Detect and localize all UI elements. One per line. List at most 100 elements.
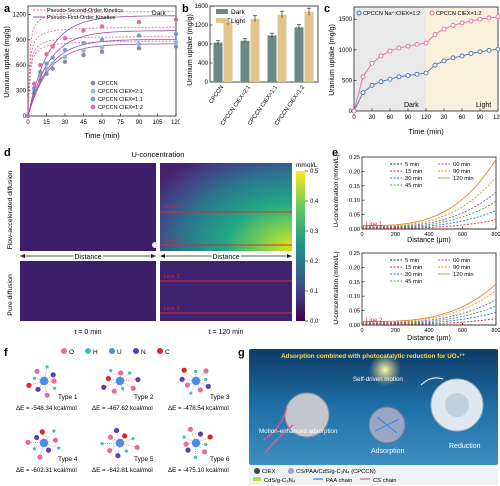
a-point <box>25 113 31 119</box>
legend-c-ciex: CPCCN CIEX=1:2 <box>436 11 482 17</box>
panel-c-xticks: 0 30 60 90 120 30 60 90 120 <box>352 108 500 121</box>
a-point <box>136 46 142 51</box>
b-bar <box>240 40 250 82</box>
panel-e1-plot <box>362 159 497 230</box>
a-point <box>62 54 68 59</box>
atom <box>52 429 56 433</box>
a-ytick-label: 1200 <box>13 12 27 18</box>
panel-c-ylabel: Uranium uptake (mg/g) <box>329 24 336 96</box>
atom <box>202 449 208 455</box>
bond <box>195 442 206 445</box>
legend-paa: PAA chain <box>326 478 352 484</box>
panel-c-legend: CPCCN Na⁺:CIEX=1:2 CPCCN CIEX=1:2 <box>356 10 482 17</box>
colorbar-unit: mmol/L <box>296 162 318 169</box>
atom <box>100 442 104 446</box>
b-bar <box>294 27 304 82</box>
e-legend-label: 120 min <box>453 176 474 182</box>
atom-legend: O H U N C <box>61 348 170 356</box>
e-legend-label: 90 min <box>453 169 470 175</box>
b-bar <box>304 11 314 83</box>
c-xtick-label: 30 <box>369 115 376 121</box>
molecule-type-label: Type 1 <box>58 394 78 401</box>
atom <box>34 368 40 374</box>
atom <box>50 372 56 378</box>
a-point <box>62 35 68 41</box>
panel-a-legend-fits: Pseudo-Second-Order Kinetics Pseudo-Firs… <box>33 8 123 21</box>
a-point <box>31 81 37 87</box>
panel-e-letter: e <box>332 147 338 159</box>
e-xtick-label: 400 <box>424 232 433 238</box>
panel-c-dark-label: Dark <box>404 102 419 109</box>
panel-b-legend: Dark Light <box>216 9 245 25</box>
panel-a-letter: a <box>4 3 11 15</box>
e-xtick-label: 600 <box>458 232 467 238</box>
uranium-atom <box>191 438 201 448</box>
a-point <box>173 17 179 22</box>
e-series-line <box>362 283 497 322</box>
atom <box>37 454 43 460</box>
b-bar <box>277 14 287 82</box>
panel-b-chart: b Uranium uptake (mg/g) 040080012001600 … <box>182 3 319 127</box>
atom <box>25 439 31 445</box>
c-xtick-label: 30 <box>441 115 448 121</box>
panel-a-mode: Dark <box>152 10 166 17</box>
e-series-line <box>362 191 497 228</box>
legend-series-4: CPCCN CIEX=1:2 <box>98 105 143 111</box>
e-legend-label: 45 min <box>405 279 422 285</box>
atom <box>32 447 36 451</box>
legend-cs: CS chain <box>373 478 397 484</box>
c-point <box>468 18 474 24</box>
c-point <box>423 70 429 76</box>
label-self-driven: Self-driven motion <box>353 376 403 383</box>
bond <box>119 435 125 444</box>
molecule-energy-label: ΔE = -475.10 kcal/mol <box>168 467 229 474</box>
e-ytick-label: 0.05 <box>349 213 360 219</box>
panel-e2-linetag: Line 2 <box>366 318 383 324</box>
c-xtick-label: 120 <box>493 115 500 121</box>
molecule-cluster: Type 4 ΔE = -602.31 kcal/mol <box>16 429 78 474</box>
heatmap-pure-t120 <box>160 261 292 321</box>
molecule-cluster: Type 5 ΔE = -642.81 kcal/mol <box>92 427 154 474</box>
c-point <box>378 79 384 85</box>
a-xtick-label: 30 <box>62 120 69 126</box>
c-point <box>414 41 420 47</box>
c-xtick-label: 60 <box>387 115 394 121</box>
legend-dark: Dark <box>231 9 245 16</box>
cbar-tick-label: 0.0 <box>310 319 319 325</box>
e-legend-label: 45 min <box>405 183 422 189</box>
a-point <box>62 47 68 53</box>
a-point <box>50 44 55 49</box>
atom <box>107 447 113 454</box>
panel-f-letter: f <box>4 347 8 359</box>
legend-light: Light <box>231 18 245 25</box>
cbar-tick-label: 0.5 <box>310 169 319 175</box>
e-series-line <box>362 201 497 228</box>
reduction-core <box>445 393 469 417</box>
a-point <box>99 24 105 29</box>
atom <box>194 369 198 374</box>
c-point <box>405 43 411 49</box>
atom <box>107 434 114 440</box>
legend-cds: CdS/g-C₃N₄ <box>264 478 296 484</box>
a-xtick-label: 15 <box>43 120 50 126</box>
legend-series-3: CPCCN CIEX=1:1 <box>98 97 143 103</box>
atom <box>189 391 193 395</box>
a-ytick-label: 0 <box>23 114 27 120</box>
b-ytick-label: 1200 <box>195 23 209 29</box>
panel-b-yticks: 0 400 800 1200 1600 <box>195 4 213 86</box>
molecule-grid: Type 1 ΔE = -548.34 kcal/mol Type 2 ΔE = -4… <box>16 365 230 474</box>
c-ytick-label: 1000 <box>339 48 353 54</box>
e-ytick-label: 0.20 <box>349 265 360 271</box>
atom <box>207 434 213 440</box>
c-xtick-label: 60 <box>459 115 466 121</box>
e-xtick-label: 200 <box>391 328 400 334</box>
a-point <box>136 41 142 47</box>
panel-a-xticks: 0 15 30 45 60 75 90 105 120 <box>26 113 180 126</box>
e-xtick-label: 800 <box>491 232 500 238</box>
row-label-pure: Pure diffusion <box>7 274 14 316</box>
uranium-atom <box>115 438 125 448</box>
molecule-energy-label: ΔE = -602.31 kcal/mol <box>16 467 77 474</box>
b-bar <box>267 35 277 82</box>
a-point <box>50 55 55 60</box>
c-point <box>423 40 429 46</box>
